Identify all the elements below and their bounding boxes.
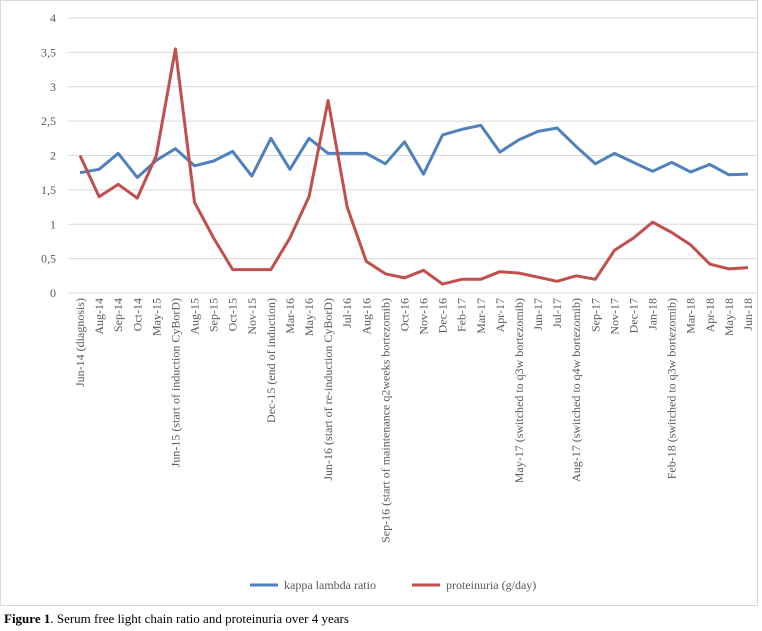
x-tick-label: Nov-17 [607, 298, 621, 335]
x-tick-label: May-15 [149, 298, 163, 336]
x-tick-label: Nov-16 [417, 298, 431, 335]
x-tick-label: Feb-18 (switched to q3w bortezomib) [665, 298, 679, 479]
y-tick-label: 1 [50, 217, 56, 231]
x-tick-label: Mar-18 [684, 298, 698, 334]
x-tick-label: Jun-14 (diagnosis) [73, 298, 87, 387]
x-tick-label: Jul-17 [550, 298, 564, 328]
x-tick-label: Sep-14 [111, 298, 125, 332]
y-tick-label: 0,5 [41, 252, 56, 266]
x-tick-label: Sep-15 [207, 298, 221, 332]
series-line [79, 123, 749, 179]
x-tick-label: Aug-15 [188, 298, 202, 335]
x-tick-label: Jun-16 (start of re-induction CyBorD) [321, 298, 335, 481]
caption: Figure 1. Serum free light chain ratio a… [4, 611, 349, 627]
x-tick-label: Sep-16 (start of maintenance q2weeks bor… [378, 298, 392, 543]
x-tick-label: Oct-15 [226, 298, 240, 331]
x-tick-label: May-16 [302, 298, 316, 336]
x-tick-label: May-17 (switched to q3w bortezomib) [512, 298, 526, 483]
caption-text: . Serum free light chain ratio and prote… [50, 611, 349, 626]
x-tick-label: Jun-17 [531, 298, 545, 331]
x-tick-label: Jun-15 (start of induction CyBorD) [168, 298, 182, 467]
x-tick-label: Jan-18 [646, 298, 660, 330]
y-tick-label: 2,5 [41, 114, 56, 128]
y-tick-label: 3,5 [41, 45, 56, 59]
y-tick-label: 3 [50, 80, 56, 94]
x-tick-label: Apr-18 [703, 298, 717, 332]
x-tick-label: Jul-16 [340, 298, 354, 328]
caption-label: Figure 1 [4, 611, 51, 626]
x-tick-label: Aug-16 [359, 298, 373, 335]
y-tick-label: 1,5 [41, 183, 56, 197]
x-tick-label: May-18 [722, 298, 736, 336]
x-tick-label: Dec-17 [626, 298, 640, 333]
x-tick-label: Mar-17 [474, 298, 488, 334]
y-tick-label: 2 [50, 149, 56, 163]
legend-label: proteinuria (g/day) [446, 578, 536, 592]
legend-label: kappa lambda ratio [284, 578, 376, 592]
series-line [78, 47, 749, 286]
x-tick-label: Jun-18 [741, 298, 755, 331]
y-tick-label: 4 [50, 11, 56, 25]
x-tick-label: Dec-15 (end of induction) [264, 298, 278, 423]
x-tick-label: Aug-14 [92, 298, 106, 335]
x-tick-label: Aug-17 (switched to q4w bortezomib) [569, 298, 583, 482]
x-tick-label: Oct-16 [397, 298, 411, 331]
x-tick-label: Feb-17 [455, 298, 469, 332]
x-tick-label: Apr-17 [493, 298, 507, 332]
x-tick-label: Dec-16 [436, 298, 450, 333]
x-tick-label: Nov-15 [245, 298, 259, 335]
chart: 0 0,5 1 1,5 2 2,5 3 3,5 4 Jun-14 (diagnosis) Aug-1… [0, 0, 758, 606]
x-tick-label: Mar-16 [283, 298, 297, 334]
chart-frame [0, 0, 758, 606]
y-tick-label: 0 [50, 286, 56, 300]
x-tick-label: Oct-14 [130, 298, 144, 331]
x-tick-label: Sep-17 [588, 298, 602, 332]
